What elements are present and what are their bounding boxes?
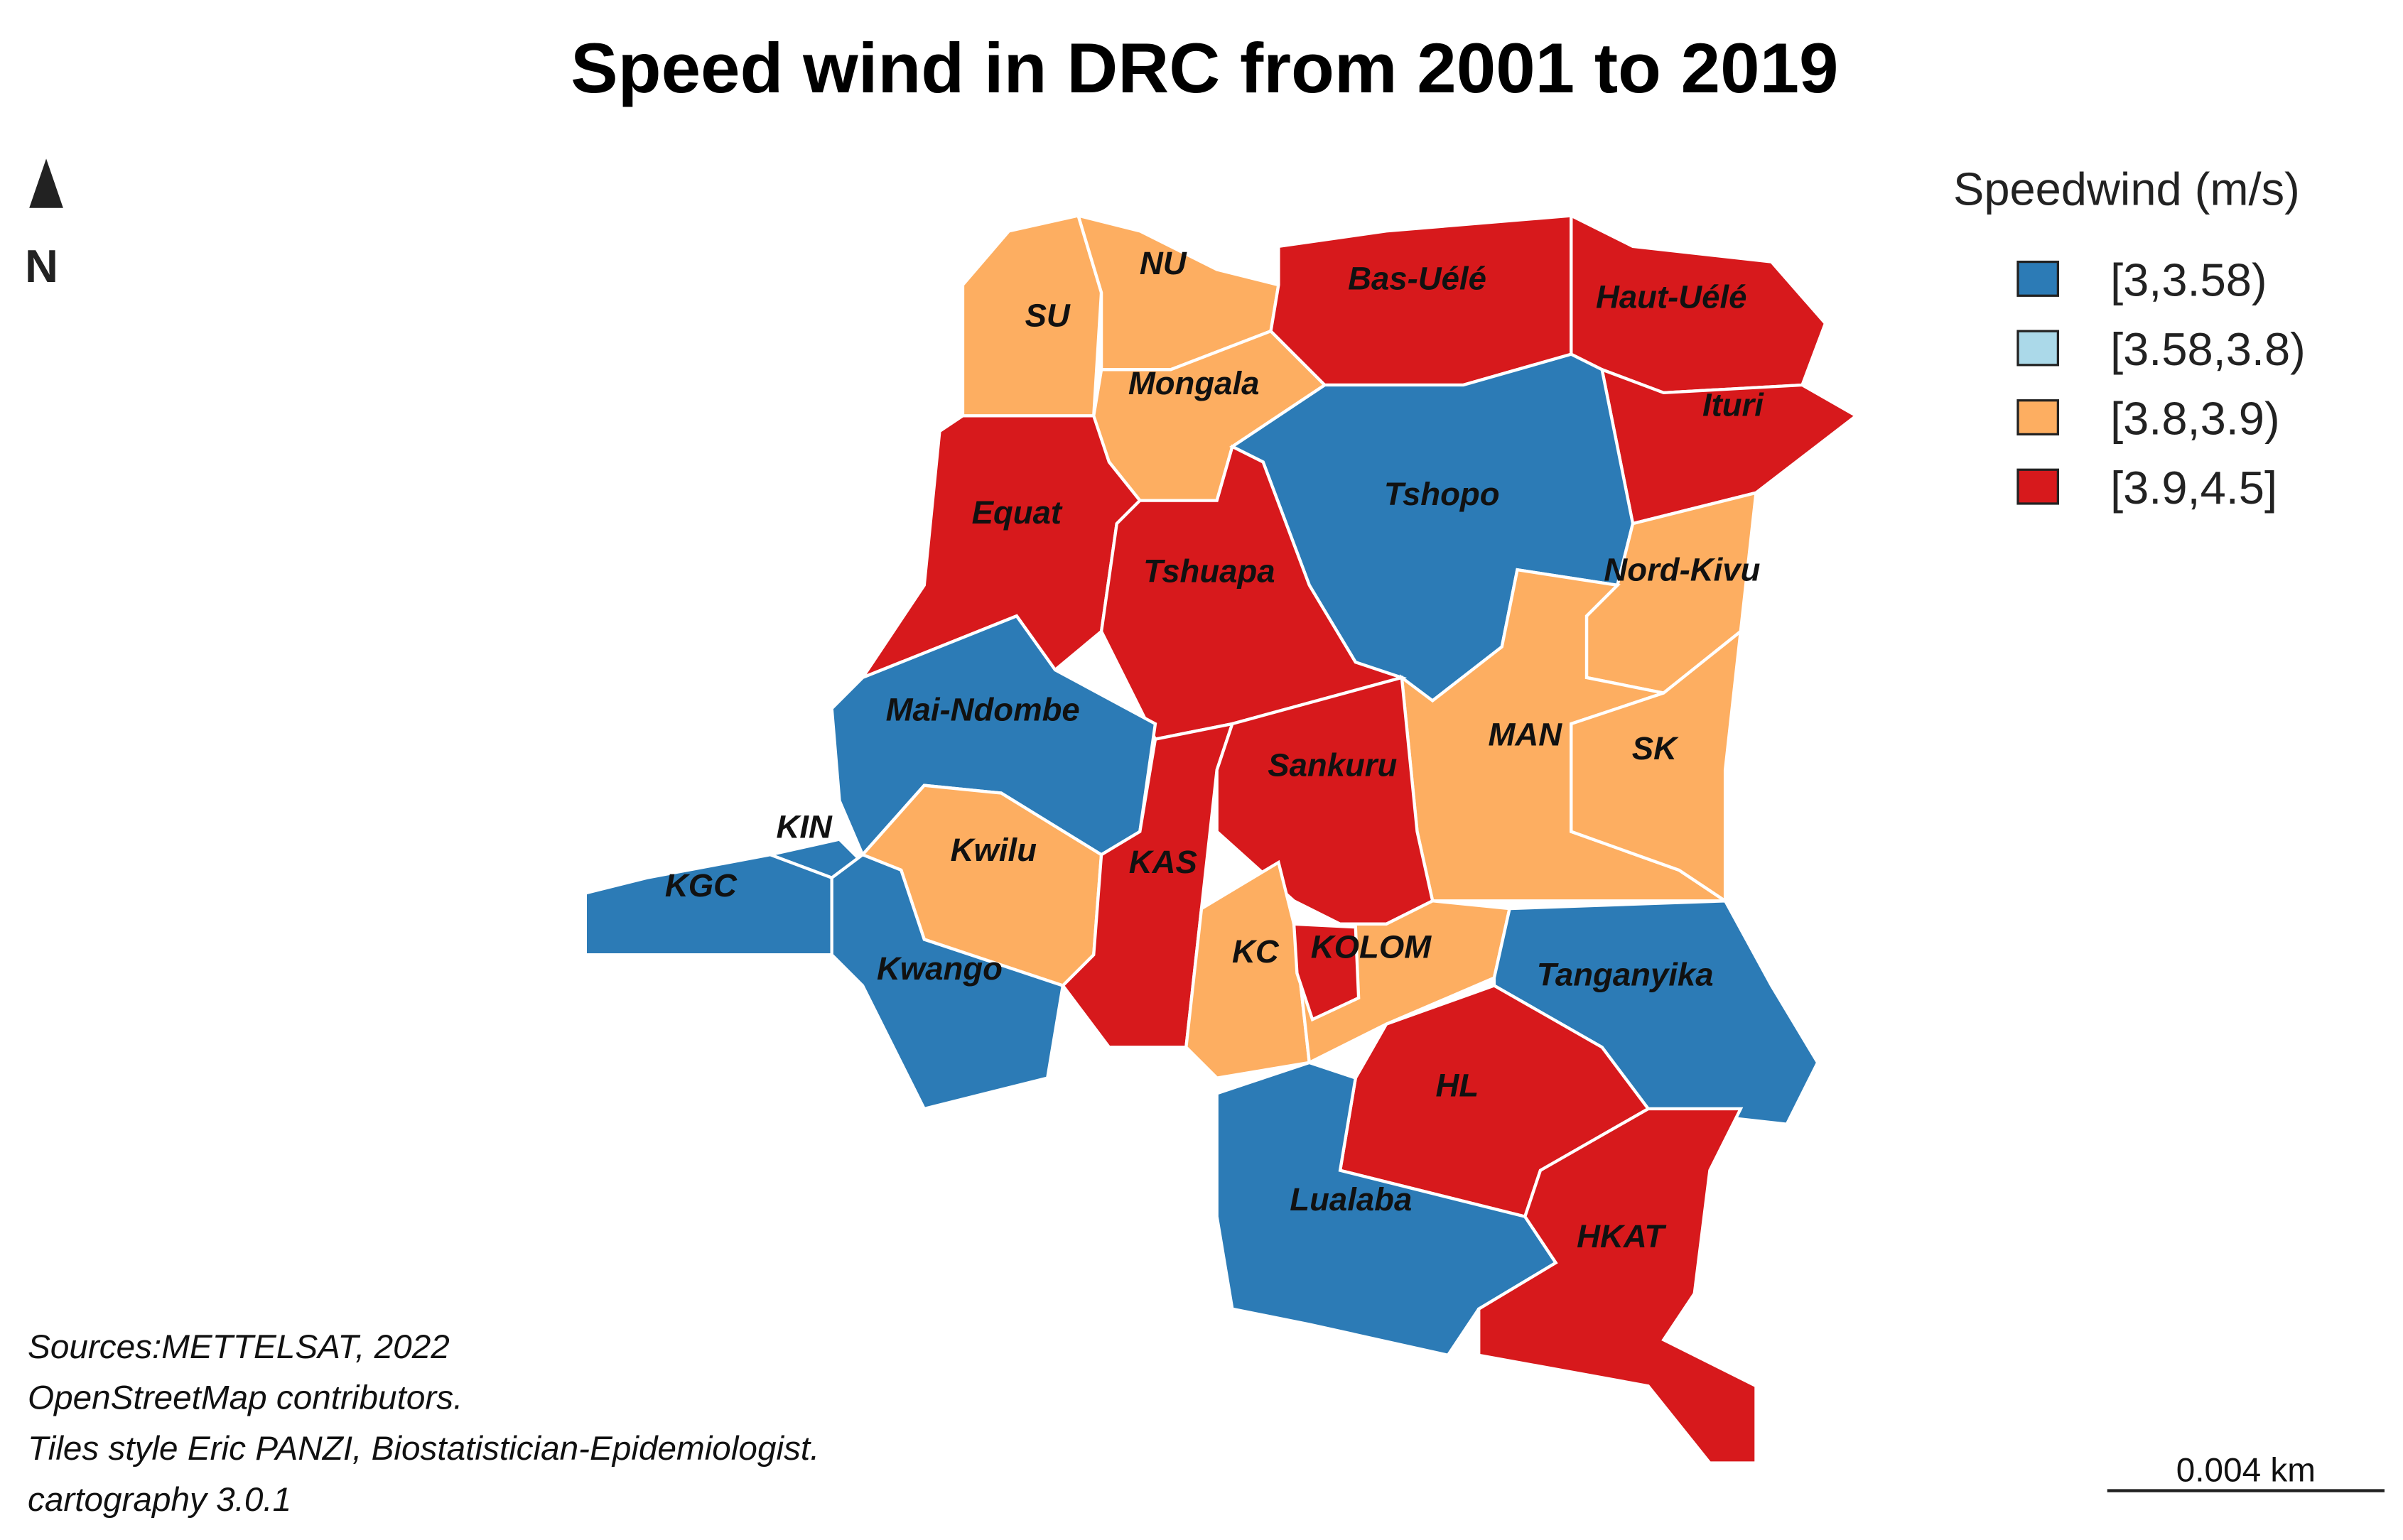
province-label: Mai-Ndombe bbox=[886, 692, 1080, 728]
source-line: Sources:METTELSAT, 2022 bbox=[28, 1328, 450, 1366]
province-labels: SU NU Mongala Bas-Uélé Haut-Uélé Ituri Tshopo E… bbox=[665, 245, 1764, 1254]
province-label: Tshuapa bbox=[1143, 553, 1275, 590]
province bbox=[1570, 627, 1743, 904]
province-label: Lualaba bbox=[1290, 1181, 1412, 1218]
province-label: NU bbox=[1140, 245, 1187, 281]
north-arrow bbox=[29, 158, 63, 208]
province bbox=[1477, 1107, 1758, 1465]
province bbox=[830, 852, 1065, 1111]
province-label: HL bbox=[1436, 1068, 1479, 1104]
province-label: Tshopo bbox=[1384, 476, 1500, 512]
legend-label: [3.58,3.8) bbox=[2110, 323, 2306, 375]
legend: [3,3.58) [3.58,3.8) [3.8,3.9) [3.9,4.5] bbox=[2016, 254, 2306, 514]
province-label: KAS bbox=[1129, 844, 1197, 880]
province-label: Kwilu bbox=[951, 832, 1037, 868]
legend-label: [3.9,4.5] bbox=[2110, 462, 2277, 514]
legend-label: [3,3.58) bbox=[2110, 254, 2267, 305]
province-label: KGC bbox=[665, 867, 738, 904]
province-label: Mongala bbox=[1128, 365, 1260, 401]
scale-label: 0.004 km bbox=[2176, 1452, 2316, 1490]
province bbox=[1099, 444, 1408, 742]
source-line: Tiles style Eric PANZI, Biostatistician-… bbox=[28, 1430, 819, 1468]
provinces bbox=[583, 213, 1859, 1465]
province-label: KIN bbox=[776, 808, 833, 845]
legend-label: [3.8,3.9) bbox=[2110, 392, 2280, 444]
province-label: Kwango bbox=[877, 950, 1003, 987]
province bbox=[858, 414, 1143, 681]
legend-swatch bbox=[2016, 260, 2060, 297]
province-label: HKAT bbox=[1577, 1218, 1666, 1254]
province-label: Equat bbox=[972, 494, 1063, 531]
province-label: Bas-Uélé bbox=[1348, 261, 1486, 297]
province-label: SU bbox=[1025, 298, 1071, 334]
sources: Sources:METTELSAT, 2022 OpenStreetMap co… bbox=[28, 1328, 819, 1519]
province-label: MAN bbox=[1488, 716, 1562, 752]
legend-swatch bbox=[2016, 330, 2060, 367]
province bbox=[1269, 214, 1573, 387]
legend-swatch bbox=[2016, 399, 2060, 436]
legend-title: Speedwind (m/s) bbox=[1953, 163, 2300, 215]
province-label: Ituri bbox=[1702, 386, 1764, 423]
province-label: KC bbox=[1232, 933, 1280, 970]
source-line: OpenStreetMap contributors. bbox=[28, 1379, 463, 1417]
province-label: SK bbox=[1632, 730, 1679, 766]
province-label: KOLOM bbox=[1311, 928, 1432, 965]
province-enclave bbox=[1292, 922, 1361, 1022]
source-line: cartography 3.0.1 bbox=[28, 1481, 291, 1519]
province-label: Sankuru bbox=[1268, 747, 1397, 783]
north-label: N bbox=[25, 240, 58, 292]
province-label: Nord-Kivu bbox=[1604, 551, 1760, 587]
province-label: Haut-Uélé bbox=[1596, 279, 1746, 315]
legend-swatch bbox=[2016, 468, 2060, 505]
map-title: Speed wind in DRC from 2001 to 2019 bbox=[571, 29, 1838, 108]
province-label: Tanganyika bbox=[1537, 957, 1714, 993]
